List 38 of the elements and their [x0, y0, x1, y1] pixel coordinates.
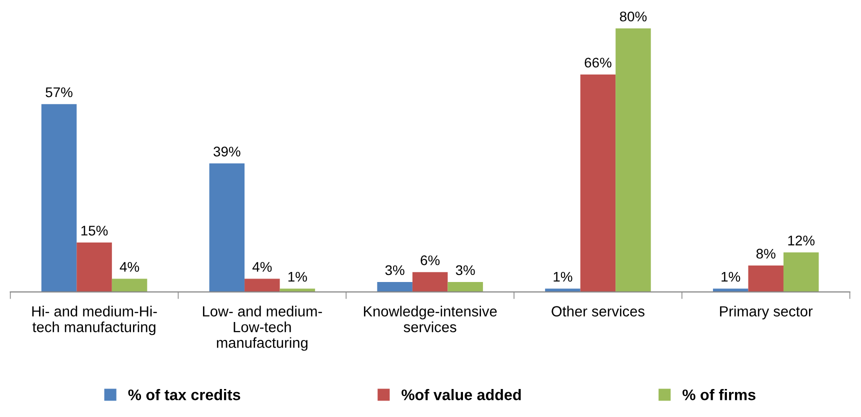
data-label: 3% — [385, 265, 404, 276]
x-tick-label: Hi- and medium-Hi- tech manufacturing — [32, 306, 157, 336]
data-label: 80% — [620, 12, 647, 22]
x-tick-label: Low- and medium- Low-tech manufacturing — [202, 306, 322, 351]
legend-label: % of tax credits — [128, 389, 240, 400]
data-label: 15% — [81, 226, 108, 236]
x-tick-label: Other services — [552, 306, 644, 316]
bar — [209, 163, 245, 292]
bar — [244, 278, 280, 292]
bar — [377, 282, 412, 292]
data-label: 4% — [120, 262, 140, 272]
legend-label: % of firms — [682, 389, 756, 400]
bar — [616, 28, 651, 292]
bar — [112, 278, 148, 292]
data-label: 3% — [456, 265, 475, 276]
data-label: 1% — [554, 272, 572, 282]
data-label: 8% — [756, 248, 776, 259]
bar — [280, 288, 316, 292]
data-label: 57% — [46, 87, 72, 98]
bar — [545, 288, 580, 292]
bar — [76, 242, 112, 292]
x-tick-label: Primary sector — [720, 306, 813, 320]
bar — [783, 252, 819, 292]
data-label: 66% — [584, 58, 612, 68]
data-label: 39% — [214, 146, 240, 156]
bar — [412, 272, 448, 292]
x-tick-label: Knowledge-intensive services — [364, 306, 497, 332]
data-label: 1% — [722, 272, 740, 282]
bar — [580, 74, 616, 292]
bar — [41, 104, 77, 292]
bar — [448, 282, 483, 292]
data-label: 1% — [288, 272, 307, 282]
bar — [748, 266, 784, 292]
bar — [712, 288, 748, 292]
legend-label: %of value added — [402, 389, 521, 400]
data-label: 4% — [252, 262, 272, 272]
data-label: 6% — [420, 255, 440, 266]
data-label: 12% — [788, 236, 815, 246]
